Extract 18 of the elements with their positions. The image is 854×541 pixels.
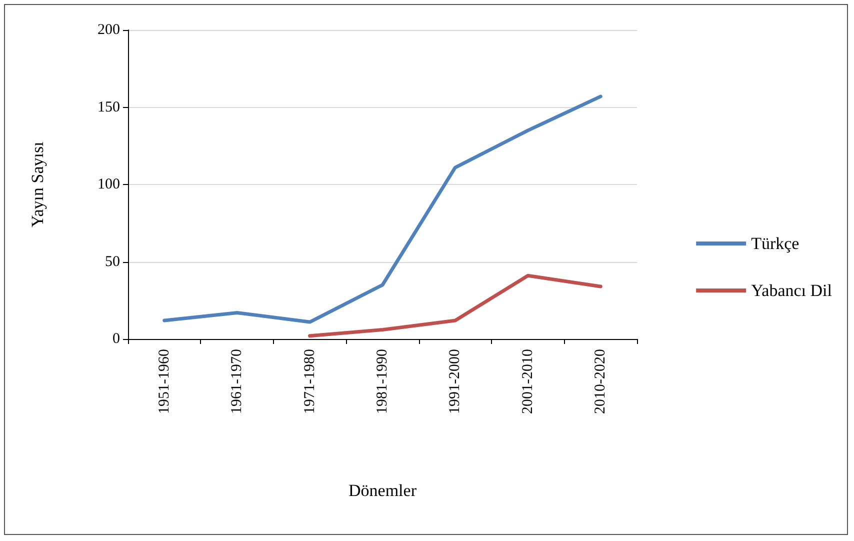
line-series	[162, 94, 602, 324]
line-series	[308, 274, 602, 338]
x-axis-title: Dönemler	[348, 481, 417, 500]
x-tick-label: 1971-1980	[302, 349, 318, 414]
y-tick-label: 200	[98, 22, 120, 38]
x-tick-label: 1981-1990	[374, 349, 390, 414]
x-tick-label: 2010-2020	[592, 349, 609, 414]
x-tick-label: 2001-2010	[520, 349, 536, 414]
x-tick-label: 1961-1970	[229, 349, 246, 414]
legend-label: Yabancı Dil	[751, 281, 832, 300]
x-tick-label: 1991-2000	[447, 349, 464, 414]
y-tick-label: 100	[98, 176, 120, 192]
y-axis-title: Yayın Sayısı	[28, 141, 47, 228]
y-tick-label: 150	[98, 99, 120, 116]
y-tick-label: 0	[112, 331, 120, 347]
y-tick-label: 50	[105, 254, 120, 270]
legend-label: Türkçe	[751, 234, 800, 253]
x-tick-label: 1951-1960	[156, 349, 172, 414]
